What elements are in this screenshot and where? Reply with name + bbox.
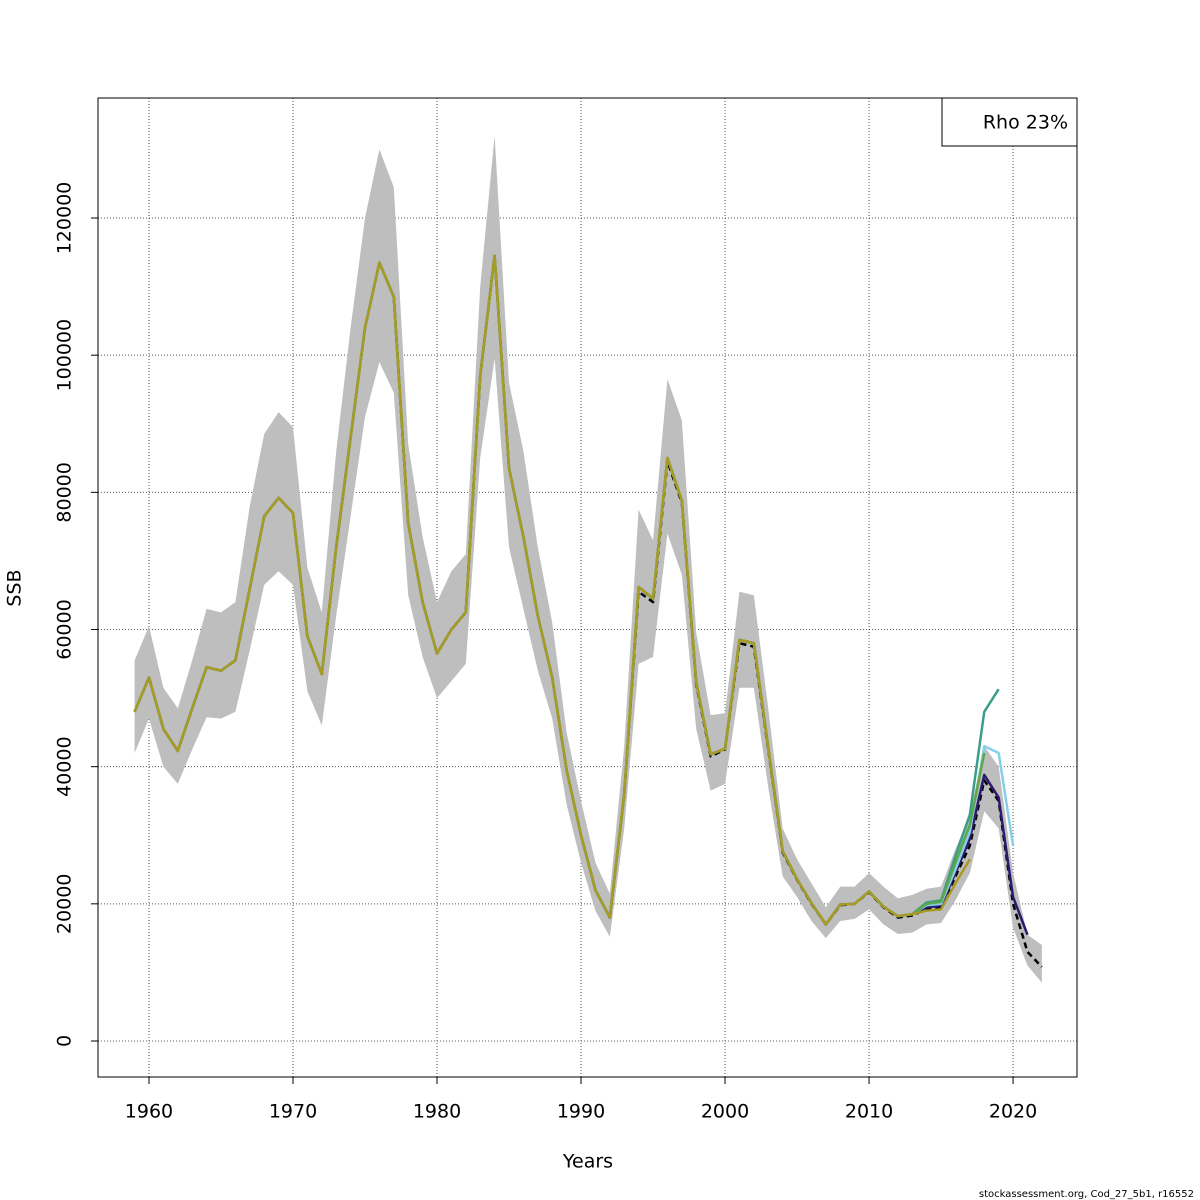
y-tick-label: 40000 bbox=[54, 736, 76, 796]
x-tick-label: 2010 bbox=[845, 1101, 893, 1123]
y-tick-label: 80000 bbox=[54, 462, 76, 522]
confidence-band bbox=[134, 135, 1042, 983]
y-axis-label: SSB bbox=[4, 569, 26, 606]
footer: stockassessment.org, Cod_27_5b1, r16552 bbox=[979, 1189, 1194, 1200]
x-tick-label: 1970 bbox=[269, 1101, 317, 1123]
y-tick-label: 100000 bbox=[54, 319, 76, 392]
x-tick-label: 1980 bbox=[413, 1101, 461, 1123]
y-tick-label: 120000 bbox=[54, 182, 76, 255]
y-tick-label: 20000 bbox=[54, 874, 76, 934]
x-tick-label: 2000 bbox=[701, 1101, 749, 1123]
legend-text: Rho 23% bbox=[983, 112, 1068, 134]
x-tick-label: 1990 bbox=[557, 1101, 605, 1123]
y-tick-label: 0 bbox=[54, 1035, 76, 1047]
legend-box bbox=[941, 97, 1078, 147]
x-tick-label: 2020 bbox=[989, 1101, 1037, 1123]
series-line bbox=[133, 254, 971, 926]
x-tick-label: 1960 bbox=[125, 1101, 173, 1123]
plot-frame bbox=[97, 97, 1078, 1078]
y-tick-label: 60000 bbox=[54, 599, 76, 659]
x-axis-label: Years bbox=[562, 1151, 613, 1173]
